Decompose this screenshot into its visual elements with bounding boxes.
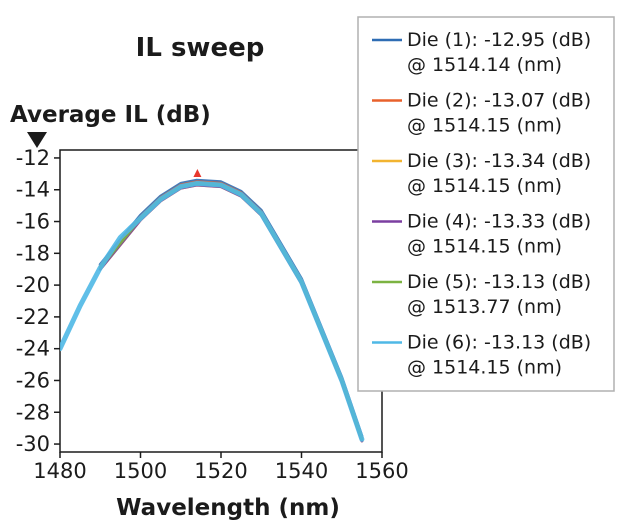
x-tick-label: 1520 bbox=[194, 459, 247, 483]
peak-marker bbox=[193, 169, 202, 178]
legend-box bbox=[357, 16, 615, 392]
legend-sublabel-6: @ 1514.15 (nm) bbox=[407, 357, 562, 379]
y-axis-label: Average IL (dB) bbox=[10, 102, 211, 128]
y-tick-label: -24 bbox=[16, 337, 50, 361]
y-tick-label: -28 bbox=[16, 400, 50, 424]
legend-label-1: Die (1): -12.95 (dB) bbox=[407, 29, 591, 51]
y-tick-label: -18 bbox=[16, 241, 50, 265]
x-tick-label: 1500 bbox=[114, 459, 167, 483]
x-tick-label: 1540 bbox=[275, 459, 328, 483]
y-tick-label: -20 bbox=[16, 273, 50, 297]
legend-sublabel-3: @ 1514.15 (nm) bbox=[407, 175, 562, 197]
legend-label-4: Die (4): -13.33 (dB) bbox=[407, 211, 591, 233]
y-tick-label: -16 bbox=[16, 210, 50, 234]
y-tick-label: -22 bbox=[16, 305, 50, 329]
legend: Die (1): -12.95 (dB) @ 1514.14 (nm) Die (2… bbox=[357, 16, 615, 392]
legend-sublabel-5: @ 1513.77 (nm) bbox=[407, 296, 562, 318]
y-tick-label: -26 bbox=[16, 368, 50, 392]
y-tick-label: -12 bbox=[16, 146, 50, 170]
legend-label-2: Die (2): -13.07 (dB) bbox=[407, 90, 591, 112]
legend-label-6: Die (6): -13.13 (dB) bbox=[407, 332, 591, 354]
legend-sublabel-2: @ 1514.15 (nm) bbox=[407, 115, 562, 137]
plot-frame bbox=[59, 149, 383, 453]
y-tick-label: -30 bbox=[16, 432, 50, 456]
series-group bbox=[60, 178, 365, 443]
legend-label-3: Die (3): -13.34 (dB) bbox=[407, 150, 591, 172]
legend-label-5: Die (5): -13.13 (dB) bbox=[407, 271, 591, 293]
series-line-6 bbox=[60, 180, 365, 442]
chart-title: IL sweep bbox=[136, 33, 265, 63]
x-tick-label: 1480 bbox=[33, 459, 86, 483]
plot-area: -12 -14 -16 -18 -20 -22 -24 -26 -28 -30 1480 1500 15… bbox=[16, 146, 409, 483]
legend-sublabel-4: @ 1514.15 (nm) bbox=[407, 236, 562, 258]
x-axis-label: Wavelength (nm) bbox=[116, 495, 340, 521]
series-line-4 bbox=[98, 183, 364, 443]
legend-sublabel-1: @ 1514.14 (nm) bbox=[407, 54, 562, 76]
x-tick-label: 1560 bbox=[355, 459, 408, 483]
y-tick-label: -14 bbox=[16, 178, 50, 202]
down-arrow-icon bbox=[27, 132, 47, 148]
